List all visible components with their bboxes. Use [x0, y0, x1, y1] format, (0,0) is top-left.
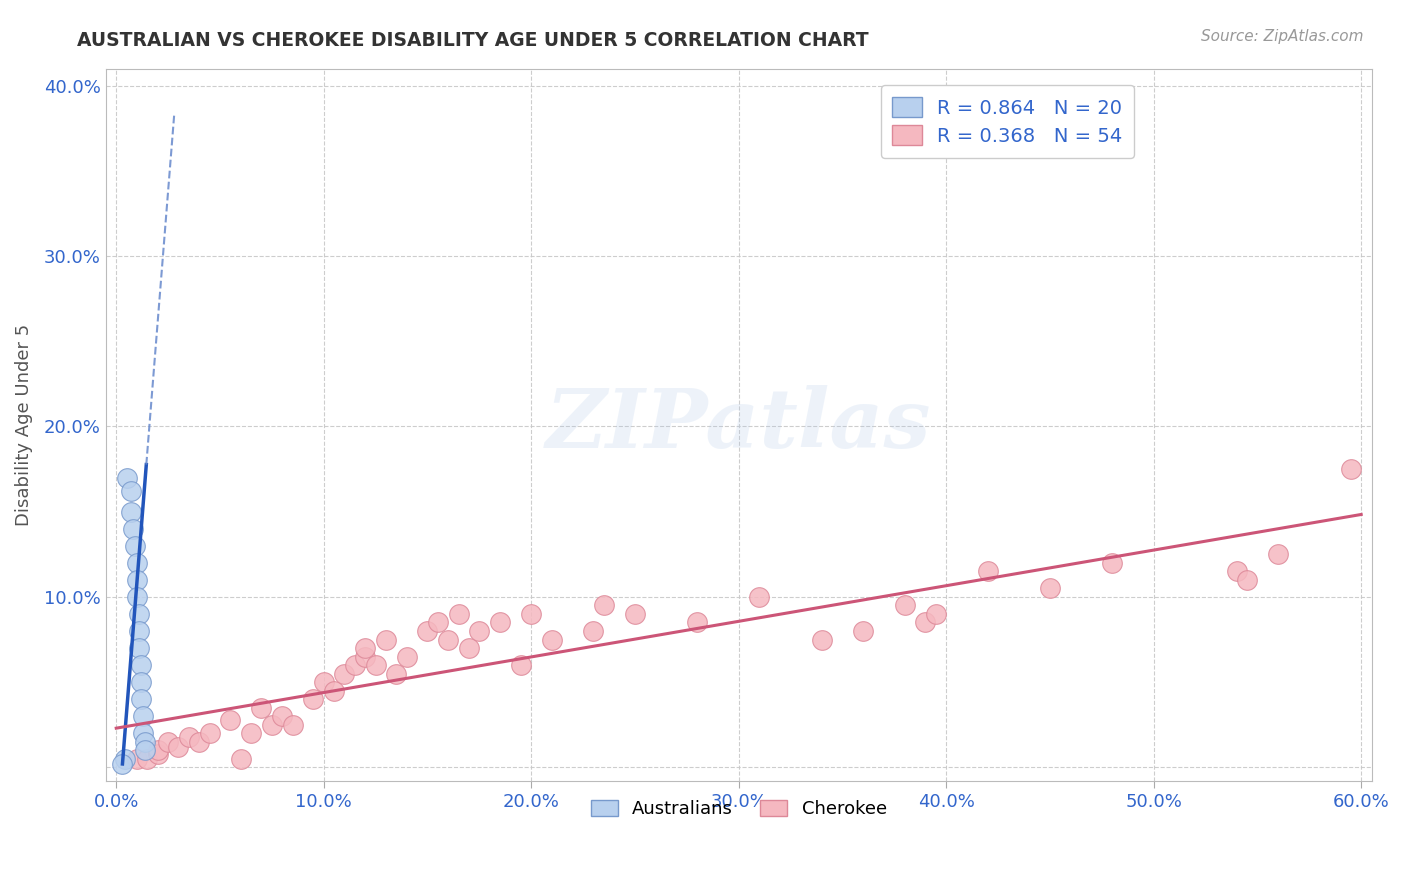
Point: [1340, 462, 1362, 476]
Point: [323, 683, 346, 698]
Point: [302, 692, 325, 706]
Point: [364, 658, 387, 673]
Point: [375, 632, 398, 647]
Point: [124, 539, 146, 553]
Point: [1267, 547, 1289, 561]
Legend: Australians, Cherokee: Australians, Cherokee: [583, 793, 894, 825]
Point: [240, 726, 263, 740]
Point: [134, 743, 156, 757]
Point: [129, 692, 152, 706]
Point: [541, 632, 564, 647]
Point: [229, 752, 252, 766]
Point: [458, 641, 481, 656]
Point: [128, 641, 150, 656]
Point: [520, 607, 543, 621]
Point: [385, 666, 408, 681]
Point: [509, 658, 531, 673]
Point: [976, 565, 998, 579]
Point: [129, 675, 152, 690]
Point: [686, 615, 709, 630]
Point: [468, 624, 491, 638]
Point: [134, 735, 156, 749]
Point: [893, 599, 915, 613]
Y-axis label: Disability Age Under 5: Disability Age Under 5: [15, 324, 32, 526]
Point: [624, 607, 647, 621]
Point: [260, 717, 283, 731]
Point: [343, 658, 366, 673]
Point: [114, 752, 136, 766]
Point: [447, 607, 470, 621]
Point: [219, 713, 242, 727]
Point: [177, 730, 200, 744]
Point: [437, 632, 460, 647]
Point: [120, 484, 142, 499]
Point: [136, 752, 159, 766]
Point: [188, 735, 211, 749]
Text: AUSTRALIAN VS CHEROKEE DISABILITY AGE UNDER 5 CORRELATION CHART: AUSTRALIAN VS CHEROKEE DISABILITY AGE UN…: [77, 31, 869, 50]
Point: [748, 590, 770, 604]
Point: [395, 649, 418, 664]
Point: [354, 641, 377, 656]
Point: [198, 726, 221, 740]
Point: [271, 709, 294, 723]
Point: [121, 522, 143, 536]
Point: [914, 615, 936, 630]
Point: [1101, 556, 1123, 570]
Point: [1236, 573, 1258, 587]
Point: [125, 556, 148, 570]
Point: [120, 505, 142, 519]
Point: [1226, 565, 1249, 579]
Point: [146, 747, 169, 761]
Point: [333, 666, 356, 681]
Point: [115, 470, 138, 484]
Point: [925, 607, 948, 621]
Point: [132, 709, 155, 723]
Point: [582, 624, 605, 638]
Point: [132, 726, 155, 740]
Text: Source: ZipAtlas.com: Source: ZipAtlas.com: [1201, 29, 1364, 44]
Point: [1039, 582, 1062, 596]
Text: ZIPatlas: ZIPatlas: [546, 384, 931, 465]
Point: [128, 607, 150, 621]
Point: [489, 615, 512, 630]
Point: [250, 700, 273, 714]
Point: [281, 717, 304, 731]
Point: [167, 739, 190, 754]
Point: [125, 590, 148, 604]
Point: [416, 624, 439, 638]
Point: [146, 743, 169, 757]
Point: [312, 675, 335, 690]
Point: [125, 573, 148, 587]
Point: [111, 756, 134, 771]
Point: [157, 735, 180, 749]
Point: [810, 632, 832, 647]
Point: [125, 752, 148, 766]
Point: [426, 615, 449, 630]
Point: [128, 624, 150, 638]
Point: [354, 649, 377, 664]
Point: [852, 624, 875, 638]
Point: [129, 658, 152, 673]
Point: [592, 599, 614, 613]
